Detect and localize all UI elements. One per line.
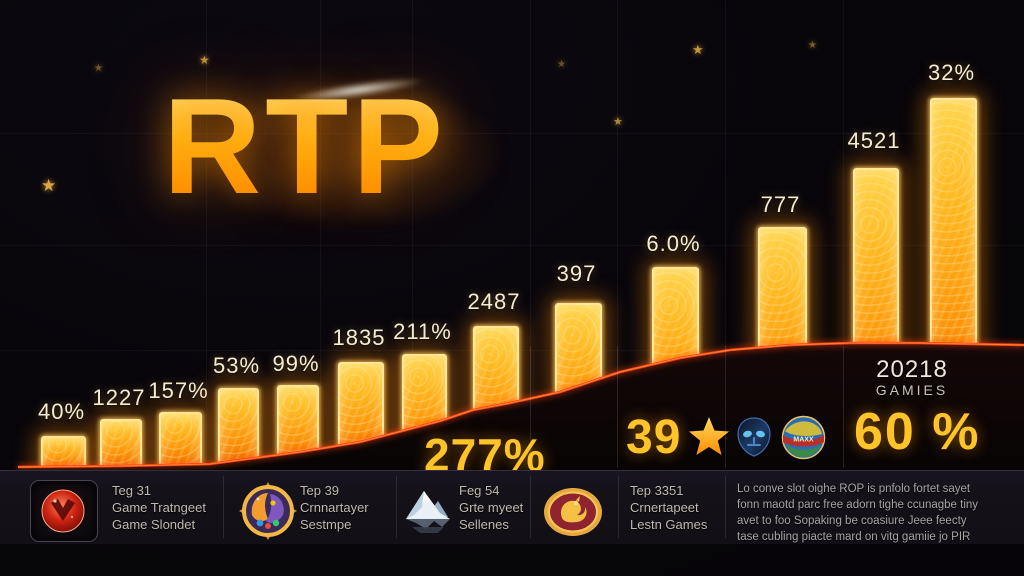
- legend-line: Feg 54: [459, 483, 500, 498]
- legend-line: Sestmpe: [300, 517, 352, 532]
- legend-line: Tep 3351: [630, 483, 684, 498]
- legend-divider: [618, 476, 619, 538]
- footnote-line: tase cubling piacte mard on vitg gamiie …: [737, 531, 971, 543]
- legend-divider: [396, 476, 397, 538]
- legend-item-text: Teg 31 Game Tratngeet Game Slondet: [112, 482, 206, 533]
- bar-value-label: 397: [556, 261, 597, 286]
- legend-divider: [223, 476, 224, 538]
- sky-star-icon: ★: [41, 176, 57, 196]
- gridline-vertical: [617, 0, 618, 470]
- gridline-vertical: [412, 0, 413, 470]
- legend-item-text: Tep 3351 Crnertapeet Lestn Games: [630, 482, 707, 533]
- colorful-coin-icon: [238, 481, 298, 546]
- stat-cell-divider: [530, 346, 531, 468]
- legend-strip: Teg 31 Game Tratngeet Game Slondet Tep 3…: [0, 470, 1024, 544]
- stat-cell-divider: [617, 346, 618, 468]
- gridline-vertical: [206, 0, 207, 470]
- gridline-vertical: [843, 0, 844, 470]
- bar-chart: 40% 1227 157% 53% 99% 1835 211% 2487 397 6.0% 777 4…: [37, 60, 977, 474]
- legend-divider: [530, 476, 531, 538]
- footnote-paragraph: Lo conve slot oighe ROP is pnfolo fortet…: [737, 481, 1015, 545]
- skull-game-icon: [734, 416, 774, 463]
- footnote-line: fonn maotd parc free adorn tighe ccunagb…: [737, 499, 979, 511]
- legend-line: Sellenes: [459, 517, 509, 532]
- bar-value-label: 40%: [37, 399, 86, 424]
- sky-star-icon: ★: [199, 54, 210, 66]
- legend-line: Lestn Games: [630, 517, 708, 532]
- bar-value-label: 1835: [332, 325, 386, 350]
- bar: [41, 436, 86, 474]
- legend-line: Crnertapeet: [630, 500, 699, 515]
- gridline-vertical: [530, 0, 531, 470]
- bar-value-label: 2487: [467, 289, 521, 314]
- night-sky: ★ ★ ★ ★ ★ ★ ★: [41, 40, 817, 196]
- bar: [218, 388, 259, 474]
- footnote-line: Lo conve slot oighe ROP is pnfolo fortet…: [737, 483, 971, 495]
- legend-line: Game Slondet: [112, 517, 196, 532]
- bar-value-label: 32%: [927, 60, 976, 85]
- bar-value-label: 777: [760, 192, 801, 217]
- sky-star-icon: ★: [557, 59, 566, 70]
- bar: [100, 419, 142, 474]
- stat-60-percent: 60 %: [854, 403, 981, 461]
- bar: [159, 412, 202, 474]
- games-count-label: GAMIES: [875, 382, 949, 398]
- bar: [338, 362, 384, 474]
- stat-39-rating: 39: [626, 411, 682, 464]
- sky-star-icon: ★: [94, 63, 103, 74]
- gridline-vertical: [725, 0, 726, 470]
- legend-divider: [725, 476, 726, 538]
- legend-item-text: Tep 39 Crnnartayer Sestmpe: [300, 482, 369, 533]
- bar-value-label: 211%: [393, 319, 452, 344]
- legend-item-text: Feg 54 Grte myeet Sellenes: [459, 482, 523, 533]
- sky-star-icon: ★: [808, 40, 817, 51]
- sky-star-icon: ★: [692, 43, 704, 58]
- legend-line: Game Tratngeet: [112, 500, 206, 515]
- legend-line: Tep 39: [300, 483, 340, 498]
- legend-line: Crnnartayer: [300, 500, 369, 515]
- star-icon: [688, 414, 730, 463]
- stat-cell-divider: [843, 346, 844, 468]
- bar-value-label: 99%: [272, 351, 320, 376]
- bar: [555, 303, 602, 474]
- games-count: 20218: [876, 356, 948, 383]
- dragon-coin-icon: [542, 486, 604, 543]
- red-emblem-icon: [39, 487, 87, 540]
- footnote-line: avet to foo Sopaking be coasiure Jeee fe…: [737, 515, 967, 527]
- gridline-horizontal: [0, 133, 1024, 134]
- globe-label: MAXX: [793, 437, 814, 444]
- stat-cell-divider: [725, 346, 726, 468]
- bar-value-label: 1227: [92, 385, 146, 410]
- bar-value-label: 53%: [212, 353, 261, 378]
- sky-star-icon: ★: [613, 115, 623, 128]
- mountain-icon: [400, 483, 456, 542]
- globe-maxx-icon: MAXX: [781, 415, 826, 465]
- bar-value-label: 4521: [847, 128, 901, 153]
- legend-line: Grte myeet: [459, 500, 524, 515]
- legend-line: Teg 31: [112, 483, 152, 498]
- gridline-vertical: [320, 0, 321, 470]
- bar-value-label: 6.0%: [646, 231, 701, 256]
- gridline-horizontal: [0, 245, 1024, 246]
- bar: [277, 385, 319, 474]
- bar-value-label: 157%: [148, 378, 209, 403]
